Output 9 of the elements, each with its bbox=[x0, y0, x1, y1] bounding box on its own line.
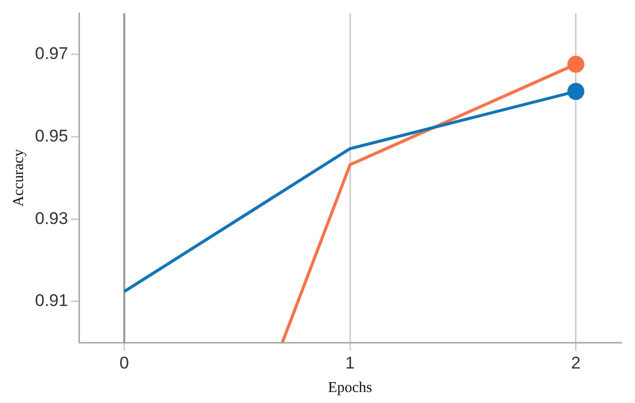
x-axis-title: Epochs bbox=[328, 380, 372, 396]
x-tick-label: 0 bbox=[120, 353, 129, 372]
x-tick-label: 1 bbox=[345, 353, 355, 372]
y-tick-label: 0.91 bbox=[34, 291, 68, 310]
y-tick-label: 0.93 bbox=[34, 208, 68, 228]
x-tick-label: 2 bbox=[571, 353, 581, 372]
y-tick-label: 0.95 bbox=[34, 126, 68, 146]
y-tick-label: 0.97 bbox=[34, 44, 68, 64]
y-axis-title: Accuracy bbox=[10, 148, 27, 207]
